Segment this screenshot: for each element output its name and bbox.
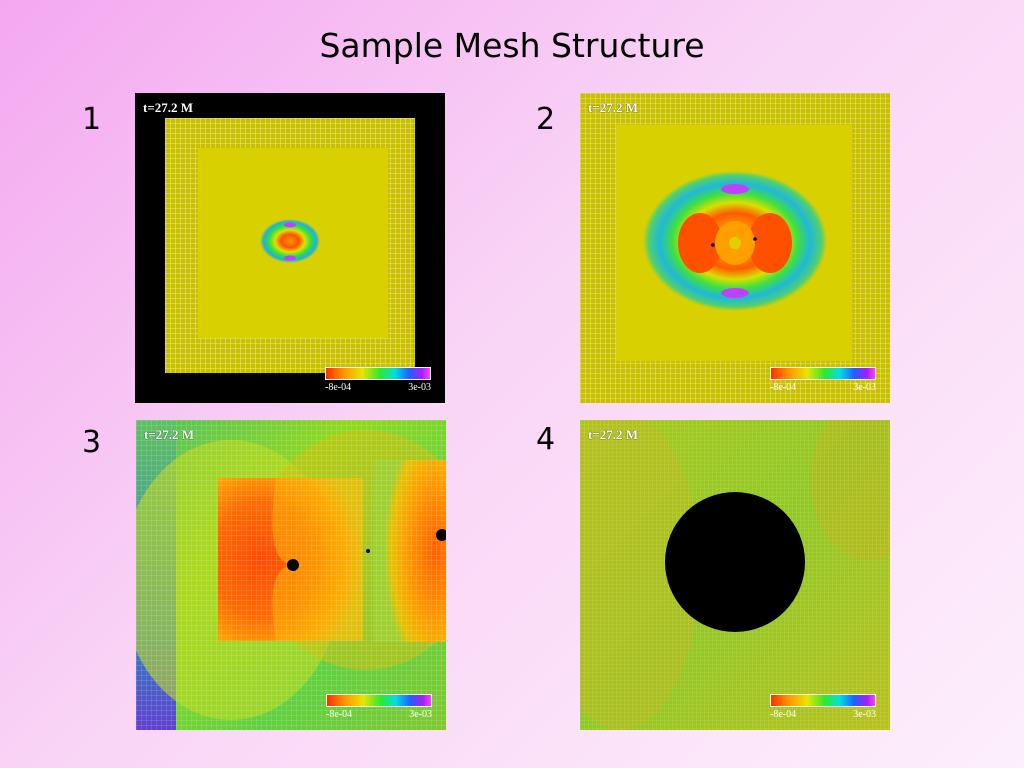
- legend-max: 3e-03: [853, 709, 876, 720]
- legend-max: 3e-03: [409, 709, 432, 720]
- color-scale-bar: [770, 367, 876, 380]
- panel-4: t=27.2 M -8e-04 3e-03: [580, 420, 890, 730]
- time-label: t=27.2 M: [143, 100, 194, 115]
- panel-2-image: [580, 93, 890, 403]
- panel-2: t=27.2 M -8e-04 3e-03: [580, 93, 890, 403]
- legend-max: 3e-03: [853, 382, 876, 393]
- legend-min: -8e-04: [326, 709, 353, 720]
- legend-min: -8e-04: [770, 709, 797, 720]
- color-legend: -8e-04 3e-03: [325, 367, 431, 393]
- legend-max: 3e-03: [408, 382, 431, 393]
- color-legend: -8e-04 3e-03: [770, 367, 876, 393]
- legend-min: -8e-04: [770, 382, 797, 393]
- time-label: t=27.2 M: [144, 427, 195, 442]
- color-legend: -8e-04 3e-03: [770, 694, 876, 720]
- panel-number-1: 1: [82, 102, 102, 137]
- color-legend: -8e-04 3e-03: [326, 694, 432, 720]
- time-label: t=27.2 M: [588, 427, 639, 442]
- panel-1-image: [135, 93, 445, 403]
- panel-number-3: 3: [82, 425, 102, 460]
- time-label: t=27.2 M: [588, 100, 639, 115]
- panel-1: t=27.2 M -8e-04 3e-03: [135, 93, 445, 403]
- color-scale-bar: [770, 694, 876, 707]
- color-scale-bar: [326, 694, 432, 707]
- legend-min: -8e-04: [325, 382, 352, 393]
- panel-number-4: 4: [536, 422, 556, 457]
- panel-number-2: 2: [536, 102, 556, 137]
- color-scale-bar: [325, 367, 431, 380]
- panel-3-image: [136, 420, 446, 730]
- panel-3: t=27.2 M -8e-04 3e-03: [136, 420, 446, 730]
- slide-title: Sample Mesh Structure: [319, 26, 705, 65]
- panel-4-image: [580, 420, 890, 730]
